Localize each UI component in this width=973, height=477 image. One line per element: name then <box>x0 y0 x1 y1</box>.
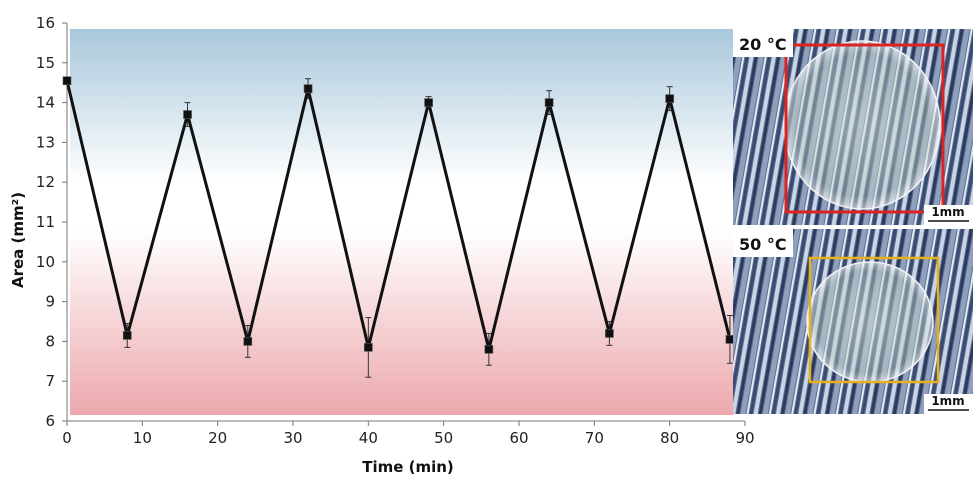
x-axis-title: Time (min) <box>362 458 454 476</box>
inset-50c-droplet <box>806 261 934 383</box>
y-tick-label: 13 <box>36 133 55 151</box>
data-markers <box>62 76 735 354</box>
data-point <box>364 343 373 352</box>
data-point <box>484 345 494 354</box>
inset-50c-label: 50 °C <box>739 235 787 254</box>
data-point <box>243 337 253 346</box>
x-tick-label: 70 <box>585 429 604 447</box>
x-tick-label: 10 <box>133 429 152 447</box>
data-point <box>62 76 72 86</box>
y-tick-label: 7 <box>45 372 55 390</box>
inset-50c-frame <box>808 256 940 384</box>
x-tick-label: 50 <box>434 429 453 447</box>
data-point <box>605 329 614 338</box>
y-tick-label: 6 <box>45 412 55 430</box>
data-point <box>424 98 433 107</box>
x-tick-label: 20 <box>208 429 227 447</box>
axes <box>62 22 746 426</box>
x-tick-labels: 0 10 20 30 40 50 60 70 80 90 <box>62 429 754 447</box>
y-tick-label: 12 <box>36 173 55 191</box>
x-tick-label: 30 <box>283 429 302 447</box>
data-point <box>303 84 313 93</box>
y-tick-label: 14 <box>36 94 55 112</box>
inset-20c-droplet <box>783 40 941 210</box>
inset-50c-scale-label: 1mm <box>931 394 964 408</box>
y-tick-label: 11 <box>36 213 55 231</box>
x-tick-label: 40 <box>359 429 378 447</box>
data-point <box>183 110 192 119</box>
y-tick-label: 15 <box>36 54 55 72</box>
y-tick-label: 16 <box>36 14 55 32</box>
y-tick-label: 9 <box>45 293 55 311</box>
y-tick-label: 8 <box>45 332 55 350</box>
inset-20c-scale-label: 1mm <box>931 205 964 219</box>
series-line <box>65 80 732 350</box>
x-tick-label: 0 <box>62 429 72 447</box>
y-tick-label: 10 <box>36 253 55 271</box>
inset-20c: 20 °C 1mm <box>733 29 973 225</box>
inset-20c-frame <box>784 43 945 214</box>
data-point <box>665 94 674 103</box>
inset-20c-label: 20 °C <box>739 35 787 54</box>
plot-background <box>70 28 734 416</box>
x-tick-label: 60 <box>509 429 528 447</box>
data-point <box>544 98 554 107</box>
x-tick-label: 90 <box>735 429 754 447</box>
y-tick-labels: 6 7 8 9 10 11 12 13 14 15 16 <box>36 14 55 430</box>
inset-50c: 50 °C 1mm <box>733 229 973 414</box>
x-tick-label: 80 <box>660 429 679 447</box>
data-point <box>725 335 735 344</box>
y-axis-title: Area (mm²) <box>9 192 27 288</box>
data-point <box>122 331 132 340</box>
